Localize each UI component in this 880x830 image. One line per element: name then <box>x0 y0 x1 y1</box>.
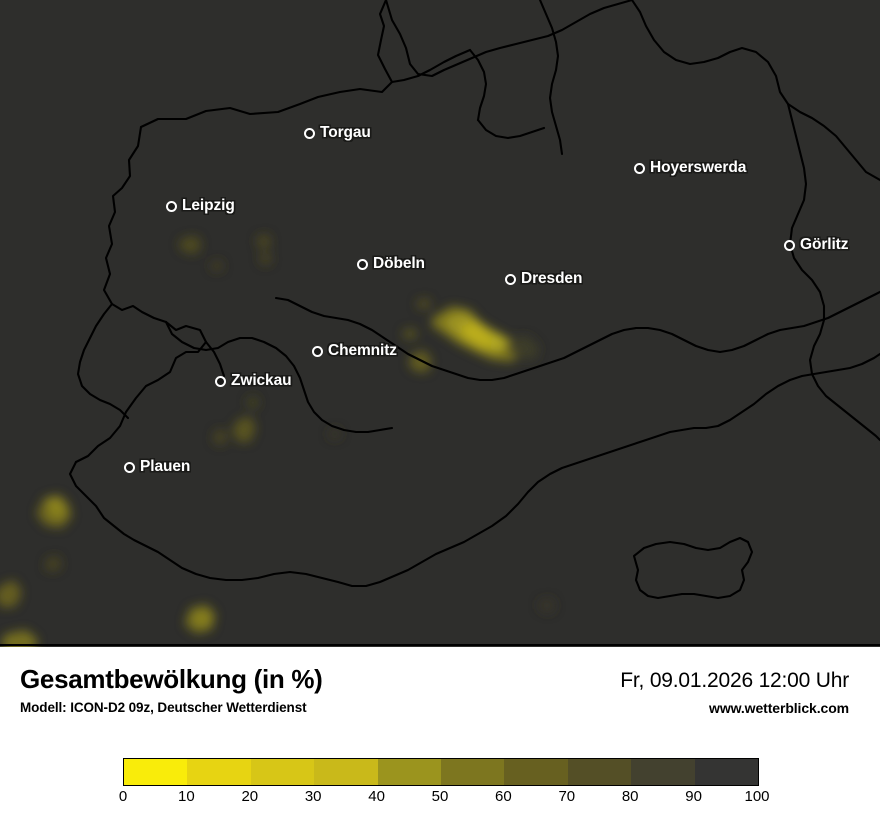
colorbar-tick-90: 90 <box>685 788 702 805</box>
page-title: Gesamtbewölkung (in %) <box>20 664 323 694</box>
footer-text-row: Gesamtbewölkung (in %) Modell: ICON-D2 0… <box>0 647 880 731</box>
colorbar-tick-0: 0 <box>118 788 128 805</box>
map-canvas <box>0 0 880 647</box>
city-label: Döbeln <box>373 255 425 272</box>
colorbar-segment-2 <box>250 759 315 785</box>
city-label: Plauen <box>140 458 191 475</box>
colorbar-tick-100: 100 <box>744 788 770 805</box>
city-label: Görlitz <box>800 236 849 253</box>
colorbar-tick-40: 40 <box>368 788 385 805</box>
city-marker-dresden[interactable]: Dresden <box>505 270 582 288</box>
city-dot-icon <box>312 345 323 357</box>
city-dot-icon <box>357 258 368 270</box>
colorbar-segment-0 <box>124 759 188 785</box>
city-marker-leipzig[interactable]: Leipzig <box>166 197 235 215</box>
colorbar <box>123 758 759 786</box>
colorbar-segment-8 <box>631 759 695 785</box>
footer-panel: Gesamtbewölkung (in %) Modell: ICON-D2 0… <box>0 647 880 830</box>
colorbar-segment-5 <box>441 759 505 785</box>
colorbar-wrapper: 0 10 20 30 40 50 60 70 80 90 100 <box>119 758 770 814</box>
colorbar-tick-20: 20 <box>241 788 259 805</box>
colorbar-segment-3 <box>314 759 378 785</box>
colorbar-tick-50: 50 <box>431 788 449 805</box>
city-dot-icon <box>124 461 135 473</box>
weather-map[interactable]: Torgau Hoyerswerda Leipzig Görlitz Döbel… <box>0 0 880 647</box>
city-label: Dresden <box>521 270 583 287</box>
city-dot-icon <box>166 200 177 212</box>
city-marker-doebeln[interactable]: Döbeln <box>357 255 425 273</box>
title-block: Gesamtbewölkung (in %) Modell: ICON-D2 0… <box>20 664 323 716</box>
city-label: Torgau <box>320 124 371 141</box>
city-label: Hoyerswerda <box>650 159 747 176</box>
administrative-borders <box>0 0 880 646</box>
colorbar-segment-1 <box>187 759 251 785</box>
colorbar-tick-80: 80 <box>621 788 639 805</box>
colorbar-tick-60: 60 <box>495 788 512 805</box>
colorbar-segment-6 <box>504 759 568 785</box>
city-dot-icon <box>304 127 315 139</box>
colorbar-tick-labels: 0 10 20 30 40 50 60 70 80 90 100 <box>119 788 770 814</box>
city-dot-icon <box>215 375 226 387</box>
valid-time: Fr, 09.01.2026 12:00 Uhr <box>620 669 849 692</box>
city-marker-chemnitz[interactable]: Chemnitz <box>312 342 397 360</box>
website-label: www.wetterblick.com <box>709 700 849 716</box>
city-marker-torgau[interactable]: Torgau <box>304 124 371 142</box>
colorbar-segment-9 <box>694 759 759 785</box>
city-dot-icon <box>784 239 795 251</box>
city-label: Zwickau <box>231 372 292 389</box>
city-marker-zwickau[interactable]: Zwickau <box>215 372 292 390</box>
colorbar-segment-4 <box>377 759 442 785</box>
city-label: Chemnitz <box>328 342 397 359</box>
date-block: Fr, 09.01.2026 12:00 Uhr www.wetterblick… <box>620 669 849 716</box>
model-subtitle: Modell: ICON-D2 09z, Deutscher Wetterdie… <box>20 700 307 716</box>
city-dot-icon <box>505 273 516 285</box>
city-dot-icon <box>634 162 645 174</box>
colorbar-tick-10: 10 <box>178 788 195 805</box>
city-marker-hoyerswerda[interactable]: Hoyerswerda <box>634 159 746 177</box>
city-marker-goerlitz[interactable]: Görlitz <box>784 236 848 254</box>
colorbar-tick-30: 30 <box>304 788 322 805</box>
city-marker-plauen[interactable]: Plauen <box>124 458 190 476</box>
colorbar-segment-7 <box>567 759 632 785</box>
cloud-cover-field <box>0 234 556 647</box>
colorbar-tick-70: 70 <box>558 788 576 805</box>
city-label: Leipzig <box>182 197 235 214</box>
